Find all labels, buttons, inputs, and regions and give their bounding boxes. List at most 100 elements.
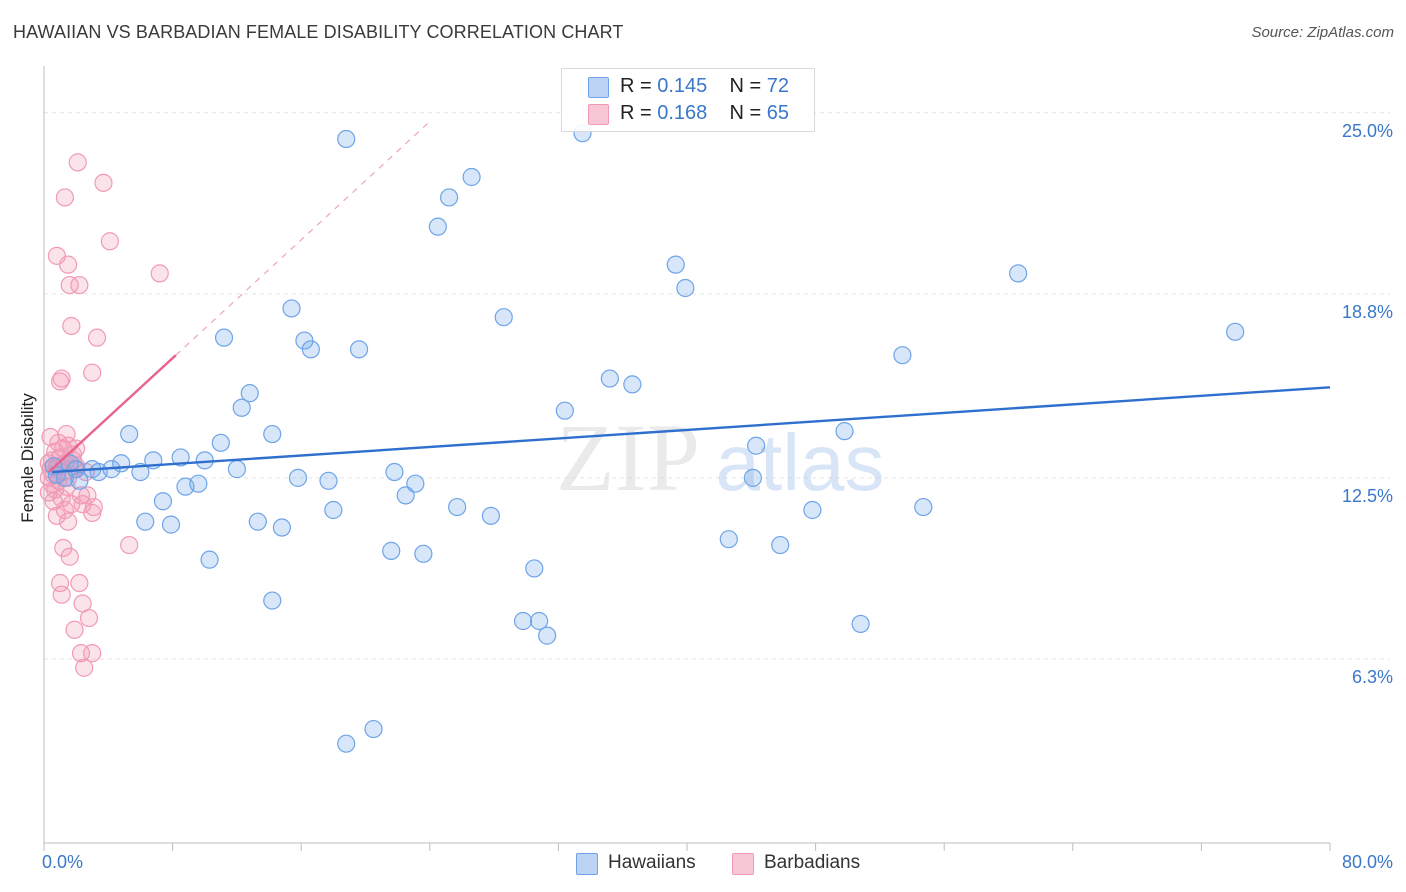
hawaiian-point: [282, 299, 301, 318]
hawaiian-point: [301, 340, 320, 359]
hawaiian-point: [89, 462, 108, 482]
trend-lines: [48, 121, 1331, 474]
x-tick-label-min: 0.0%: [42, 852, 84, 872]
barbadian-point: [79, 608, 99, 628]
hawaiian-point: [513, 611, 533, 631]
hawaiian-point: [1009, 264, 1028, 283]
legend-label-hawaiians: Hawaiians: [608, 852, 696, 873]
watermark-atlas: atlas: [716, 418, 885, 507]
barbadians-trend-line: [48, 354, 177, 473]
y-tick-label: 25.0%: [1341, 120, 1393, 141]
barbadian-point: [65, 620, 84, 639]
hawaiian-point: [171, 448, 190, 467]
n-label: N =: [729, 102, 767, 124]
x-tick-label-max: 80.0%: [1341, 852, 1393, 872]
barbadian-point: [71, 644, 91, 663]
hawaiian-point: [382, 541, 401, 560]
barbadian-point: [47, 506, 66, 525]
hawaiian-point: [676, 278, 695, 298]
chart-title: HAWAIIAN VS BARBADIAN FEMALE DISABILITY …: [13, 22, 624, 42]
n-label: N =: [729, 75, 767, 97]
hawaiian-point: [914, 497, 933, 517]
hawaiian-point: [851, 614, 870, 634]
barbadian-point: [50, 372, 70, 391]
hawaiians-legend-swatch: [576, 853, 598, 875]
barbadian-point: [150, 264, 169, 283]
hawaiian-point: [176, 477, 195, 496]
hawaiian-point: [153, 492, 173, 511]
r-value: 0.168: [657, 102, 708, 124]
hawaiian-point: [337, 129, 356, 149]
barbadian-point: [100, 232, 120, 251]
hawaiian-point: [439, 188, 459, 207]
hawaiian-point: [530, 611, 549, 631]
barbadian-point: [60, 547, 79, 566]
y-tick-label: 18.8%: [1341, 301, 1393, 322]
hawaiian-point: [555, 401, 574, 420]
y-axis-label: Female Disability: [18, 393, 37, 523]
watermark: ZIP atlas: [556, 404, 884, 511]
series-legend: Hawaiians Barbadians: [0, 850, 1406, 878]
hawaiian-point: [462, 167, 481, 187]
barbadian-point: [70, 275, 89, 295]
hawaiian-point: [263, 424, 282, 444]
barbadian-point: [87, 328, 107, 347]
hawaiian-point: [893, 346, 912, 365]
hawaiian-point: [120, 424, 139, 444]
hawaiian-point: [319, 471, 338, 490]
hawaiian-point: [211, 433, 230, 452]
hawaiian-point: [666, 255, 685, 274]
hawaiians-points: [44, 124, 1245, 753]
barbadian-point: [120, 535, 139, 555]
barbadians-legend-swatch: [732, 853, 754, 875]
hawaiian-point: [623, 375, 642, 394]
hawaiian-point: [248, 512, 267, 531]
hawaiians-swatch: [588, 77, 609, 98]
barbadian-point: [70, 573, 89, 593]
hawaiian-point: [396, 486, 415, 505]
hawaiian-point: [481, 506, 500, 525]
hawaiian-point: [227, 460, 246, 479]
hawaiian-point: [161, 515, 181, 534]
hawaiian-point: [600, 369, 619, 388]
barbadian-point: [94, 173, 113, 192]
hawaiian-point: [131, 462, 150, 482]
chart-source: Source: ZipAtlas.com: [1251, 24, 1394, 41]
hawaiian-point: [414, 544, 433, 563]
hawaiian-point: [263, 591, 282, 610]
barbadian-point: [68, 153, 87, 172]
hawaiian-point: [719, 530, 738, 549]
barbadians-trend-extension: [175, 121, 431, 356]
barbadian-point: [62, 316, 81, 336]
r-value: 0.145: [657, 75, 708, 97]
hawaiian-point: [385, 462, 404, 482]
hawaiian-point: [428, 217, 447, 236]
hawaiian-point: [743, 468, 763, 487]
barbadian-point: [50, 573, 70, 593]
watermark-zip: ZIP: [556, 404, 700, 511]
hawaiian-point: [240, 384, 259, 403]
barbadian-point: [52, 369, 71, 388]
barbadian-point: [83, 363, 102, 382]
gridlines: [44, 112, 1390, 660]
hawaiian-point: [200, 550, 219, 569]
hawaiian-point: [324, 500, 343, 520]
hawaiian-point: [349, 340, 369, 359]
hawaiian-point: [288, 468, 308, 487]
hawaiian-point: [538, 626, 557, 645]
y-tick-label: 6.3%: [1351, 666, 1393, 687]
barbadian-point: [78, 486, 97, 505]
barbadian-point: [59, 255, 78, 274]
axes: [43, 66, 1331, 851]
barbadian-point: [83, 503, 102, 523]
barbadian-point: [75, 658, 94, 677]
hawaiians-trend-line: [51, 386, 1331, 474]
hawaiian-point: [1226, 322, 1245, 341]
hawaiian-point: [525, 559, 544, 578]
hawaiian-point: [136, 512, 155, 531]
y-tick-label: 12.5%: [1341, 485, 1393, 506]
barbadians-points: [39, 153, 169, 677]
hawaiian-point: [448, 497, 467, 517]
hawaiian-point: [232, 398, 251, 417]
barbadian-point: [60, 275, 79, 295]
